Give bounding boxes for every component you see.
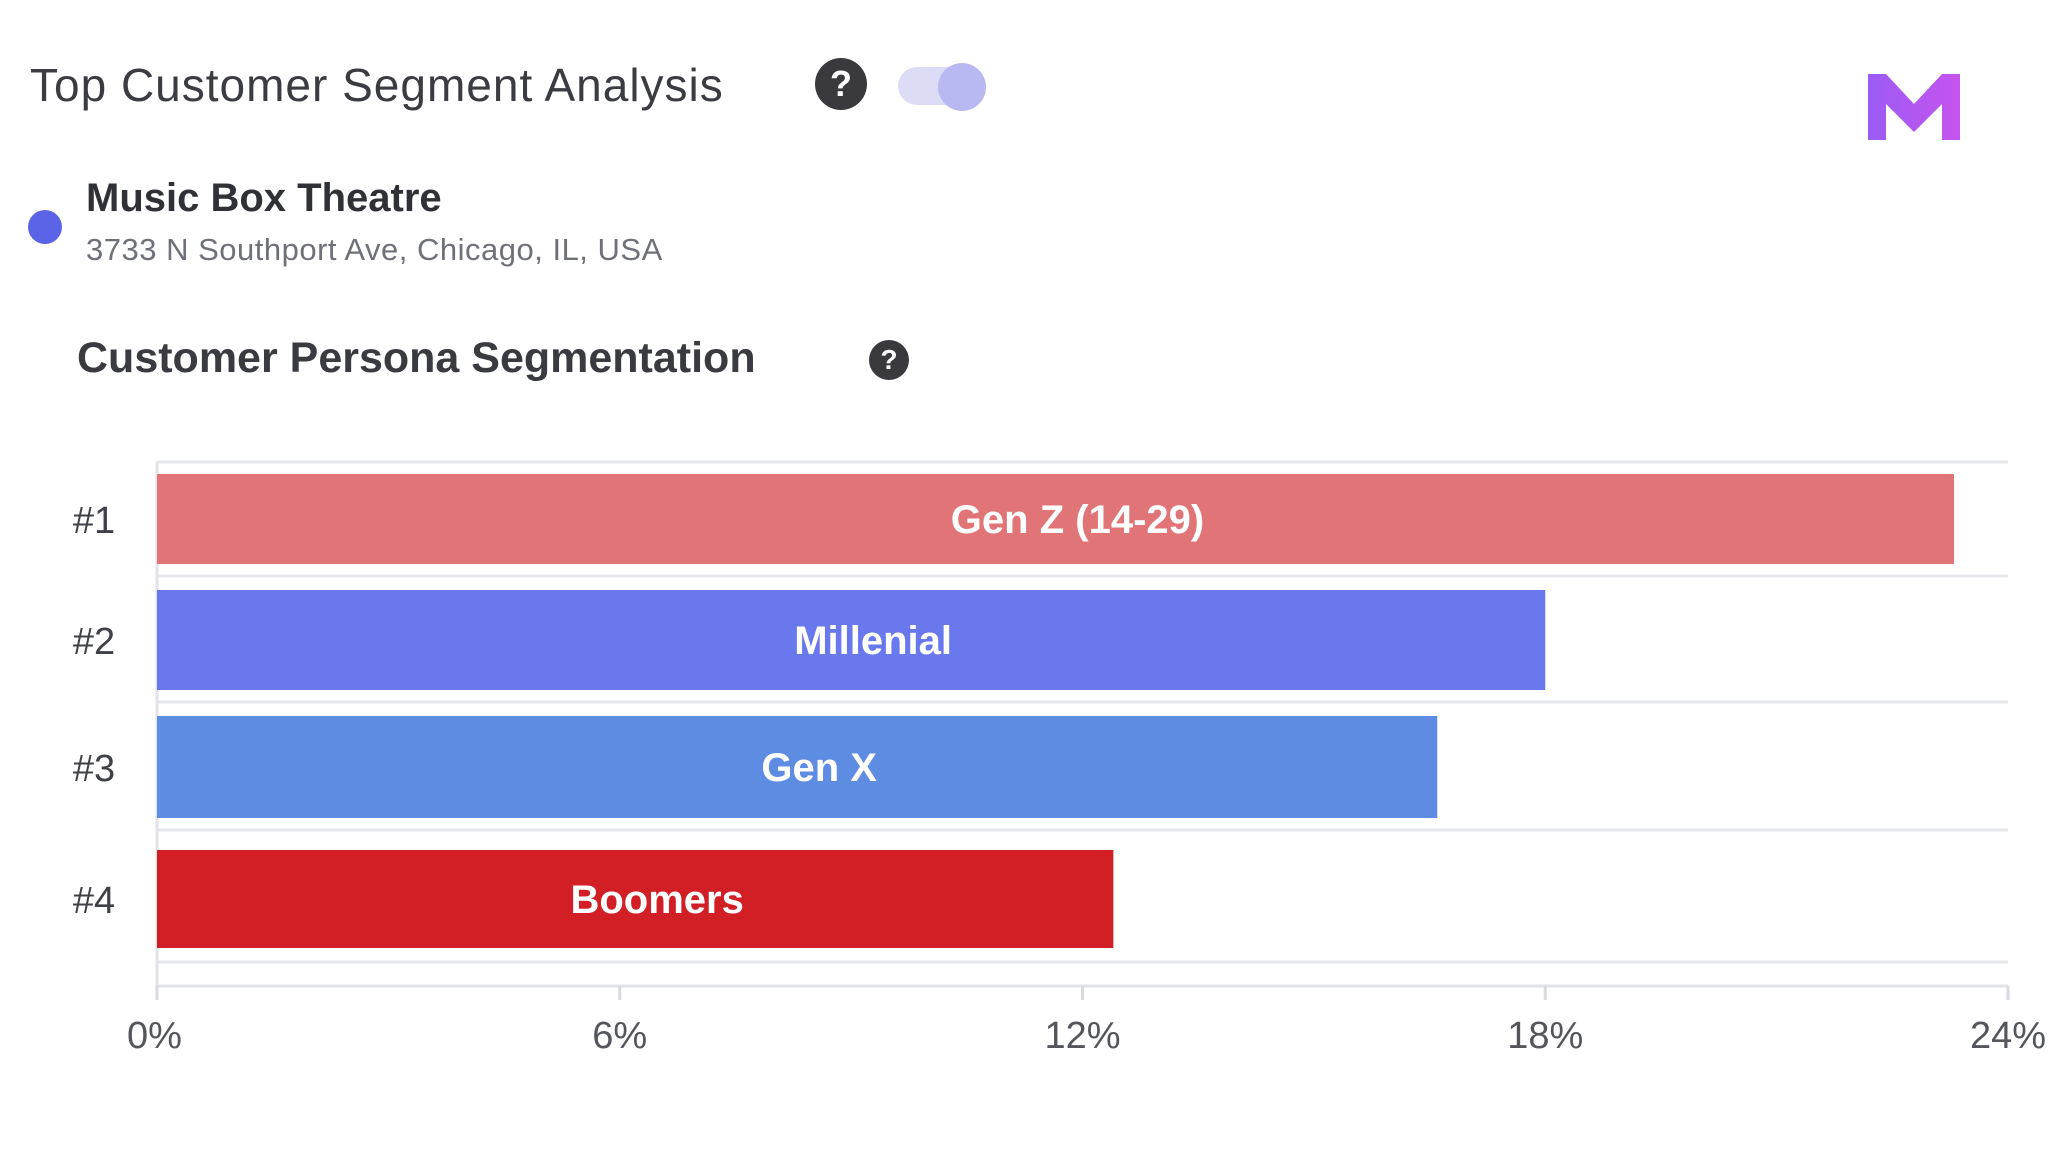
question-circle-icon[interactable]: ?	[815, 58, 867, 110]
question-circle-icon[interactable]: ?	[869, 340, 909, 380]
chart-title: Customer Persona Segmentation	[77, 334, 756, 382]
location-dot	[28, 210, 62, 244]
x-tick-label: 18%	[1507, 1015, 1583, 1057]
bar	[157, 850, 1114, 948]
location-address: 3733 N Southport Ave, Chicago, IL, USA	[86, 232, 663, 267]
y-category-label: #3	[73, 748, 115, 790]
bar-label: Boomers	[570, 878, 743, 922]
y-category-label: #2	[73, 621, 115, 663]
bar	[157, 590, 1546, 690]
bar-label: Gen X	[761, 746, 877, 790]
x-tick-label: 12%	[1044, 1015, 1120, 1057]
x-tick-label: 0%	[127, 1015, 182, 1057]
location-name: Music Box Theatre	[86, 176, 442, 220]
bar-label: Gen Z (14-29)	[951, 498, 1204, 542]
page-title: Top Customer Segment Analysis	[30, 59, 724, 111]
view-toggle[interactable]	[898, 63, 986, 111]
bar	[157, 474, 1955, 564]
x-tick-label: 24%	[1970, 1015, 2046, 1057]
x-tick-label: 6%	[592, 1015, 647, 1057]
brand-m-logo-icon	[1868, 74, 1960, 140]
y-category-label: #4	[73, 880, 115, 922]
y-category-label: #1	[73, 500, 115, 542]
bar-label: Millenial	[794, 619, 952, 663]
bar	[157, 716, 1438, 818]
toggle-knob	[938, 63, 986, 111]
